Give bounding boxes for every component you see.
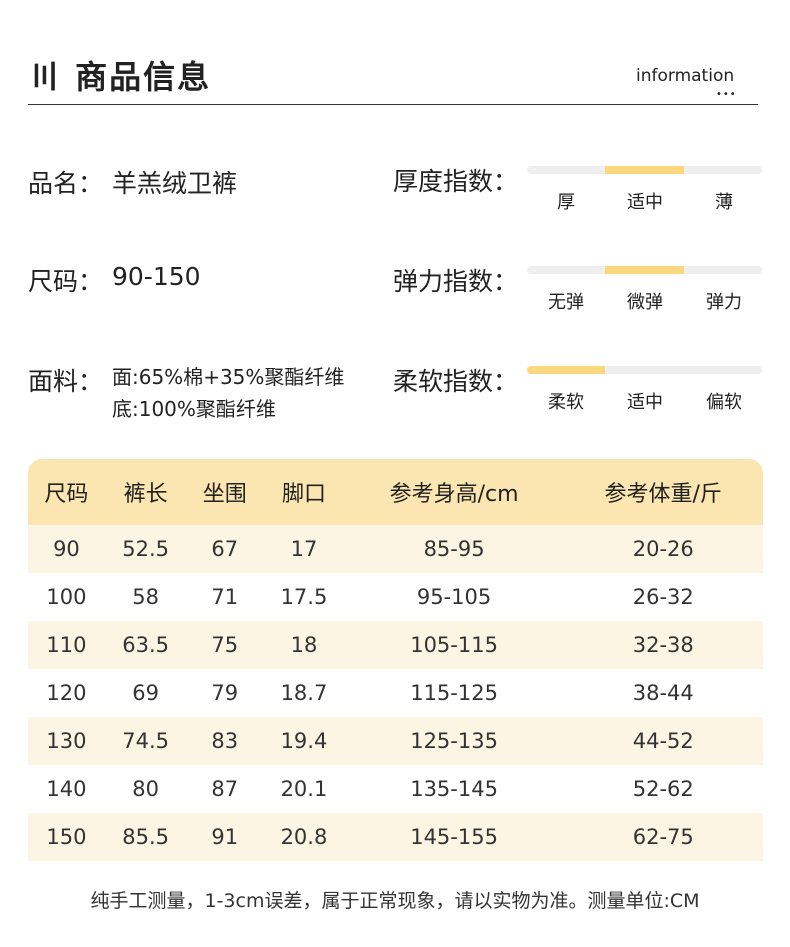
table-cell: 20.8 [263,813,345,861]
index-level: 适中 [627,192,663,213]
index-level: 柔软 [548,392,584,413]
table-row: 110 63.5 75 18 105-115 32-38 [28,621,763,669]
info-label: 品名： [28,169,104,198]
table-cell: 62-75 [563,813,763,861]
table-cell: 74.5 [104,717,187,765]
fabric-line: 底:100%聚酯纤维 [112,397,276,421]
index-level: 微弹 [627,292,663,313]
index-bar [527,166,762,174]
table-cell: 19.4 [263,717,345,765]
index-level: 偏软 [706,392,742,413]
table-cell: 67 [186,525,264,573]
table-cell: 52.5 [104,525,187,573]
table-cell: 150 [28,813,105,861]
bar-segment [605,266,684,274]
column-header: 裤长 [104,459,187,525]
table-cell: 18.7 [280,681,328,705]
table-cell: 44-52 [563,717,763,765]
table-cell: 145-155 [344,813,564,861]
index-level: 适中 [627,392,663,413]
table-cell: 80 [132,777,159,801]
bar-segment [527,266,605,274]
table-cell: 63.5 [104,621,187,669]
info-label: 面料： [28,367,104,396]
bar-segment [605,366,683,374]
bar-segment [684,366,762,374]
table-cell: 52-62 [632,777,694,801]
table-row: 140 80 87 20.1 135-145 52-62 [28,765,763,813]
table-row: 120 69 79 18.7 115-125 38-44 [28,669,763,717]
table-cell: 20-26 [563,525,763,573]
table-cell: 125-135 [344,717,564,765]
table-cell: 120 [46,681,87,705]
size-table: 尺码 裤长 坐围 脚口 参考身高/cm 参考体重/斤 90 52.5 67 17 85-95 20-2… [28,459,763,861]
table-row: 100 58 71 17.5 95-105 26-32 [28,573,763,621]
table-cell: 75 [186,621,264,669]
table-cell: 38-44 [632,681,694,705]
table-cell: 58 [132,585,159,609]
index-bar [527,266,762,274]
bar-segment [684,266,762,274]
index-label: 弹力指数： [393,267,519,296]
table-cell: 90 [28,525,105,573]
table-cell: 110 [28,621,105,669]
table-cell: 26-32 [632,585,694,609]
column-header: 坐围 [186,459,264,525]
table-cell: 69 [132,681,159,705]
table-cell: 32-38 [563,621,763,669]
title: 〣 商品信息 [28,58,212,96]
index-level: 薄 [715,192,733,213]
table-cell: 71 [211,585,239,609]
fabric-line: 面:65%棉+35%聚酯纤维 [112,365,345,389]
divider [28,104,758,105]
table-row: 90 52.5 67 17 85-95 20-26 [28,525,763,573]
table-cell: 135-145 [410,777,498,801]
table-cell: 85.5 [104,813,187,861]
table-cell: 18 [263,621,345,669]
bar-segment [527,366,606,374]
table-cell: 87 [211,777,239,801]
header-row: 尺码 裤长 坐围 脚口 参考身高/cm 参考体重/斤 [28,459,763,525]
info-value: 90-150 [112,262,201,291]
table-cell: 17 [263,525,345,573]
column-header: 尺码 [28,459,105,525]
bar-segment [527,166,605,174]
index-level: 弹力 [706,292,742,313]
table-row: 150 85.5 91 20.8 145-155 62-75 [28,813,763,861]
index-label: 柔软指数： [393,367,519,396]
index-level: 无弹 [548,292,584,313]
note: 纯手工测量，1-3cm误差，属于正常现象，请以实物为准。测量单位:CM [90,890,700,912]
table-cell: 140 [46,777,87,801]
table-cell: 83 [186,717,264,765]
table-cell: 17.5 [280,585,328,609]
table-cell: 95-105 [416,585,492,609]
info-label: 尺码： [28,267,104,296]
table-row: 130 74.5 83 19.4 125-135 44-52 [28,717,763,765]
table-cell: 100 [46,585,87,609]
dots: ••• [716,89,737,100]
table-cell: 115-125 [410,681,498,705]
table-cell: 130 [28,717,105,765]
index-label: 厚度指数： [393,167,519,196]
table-cell: 79 [211,681,239,705]
column-header: 脚口 [263,459,345,525]
column-header: 参考体重/斤 [563,459,763,525]
subtitle: information [636,66,735,86]
bar-segment [684,166,762,174]
index-level: 厚 [557,192,575,213]
column-header: 参考身高/cm [344,459,564,525]
table-cell: 91 [186,813,264,861]
table-cell: 105-115 [344,621,564,669]
info-value: 羊羔绒卫裤 [112,169,238,198]
table-cell: 85-95 [344,525,564,573]
table-cell: 20.1 [280,777,328,801]
bar-segment [605,166,684,174]
index-bar [527,366,762,374]
